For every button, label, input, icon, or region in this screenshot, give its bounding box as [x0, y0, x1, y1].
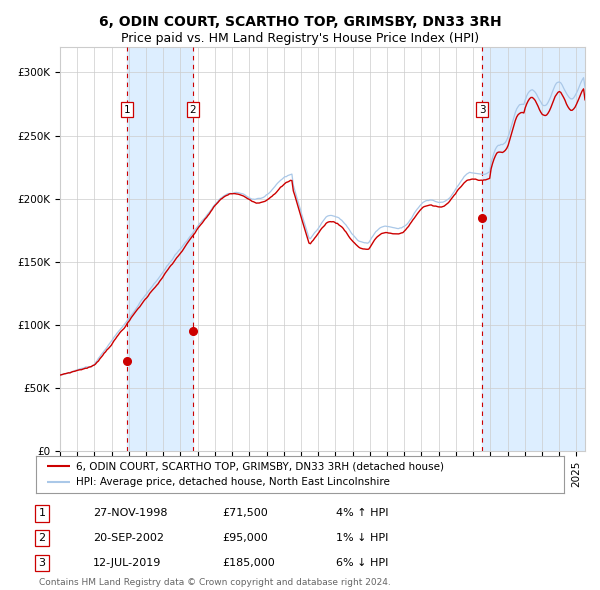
Text: £71,500: £71,500	[222, 509, 268, 519]
Text: 4% ↑ HPI: 4% ↑ HPI	[336, 509, 389, 519]
Text: 27-NOV-1998: 27-NOV-1998	[93, 509, 167, 519]
Text: 6% ↓ HPI: 6% ↓ HPI	[336, 558, 388, 568]
Bar	[127, 47, 193, 451]
Text: 6, ODIN COURT, SCARTHO TOP, GRIMSBY, DN33 3RH: 6, ODIN COURT, SCARTHO TOP, GRIMSBY, DN3…	[98, 15, 502, 29]
Text: 12-JUL-2019: 12-JUL-2019	[93, 558, 161, 568]
Text: 20-SEP-2002: 20-SEP-2002	[93, 533, 164, 543]
Text: 3: 3	[38, 558, 46, 568]
Text: 1: 1	[38, 509, 46, 519]
Text: HPI: Average price, detached house, North East Lincolnshire: HPI: Average price, detached house, Nort…	[76, 477, 389, 487]
Text: 1% ↓ HPI: 1% ↓ HPI	[336, 533, 388, 543]
Text: £185,000: £185,000	[222, 558, 275, 568]
Text: Contains HM Land Registry data © Crown copyright and database right 2024.: Contains HM Land Registry data © Crown c…	[39, 578, 391, 587]
Text: 2: 2	[190, 105, 196, 115]
Bar	[482, 47, 585, 451]
Text: £95,000: £95,000	[222, 533, 268, 543]
Text: Price paid vs. HM Land Registry's House Price Index (HPI): Price paid vs. HM Land Registry's House …	[121, 32, 479, 45]
Text: 3: 3	[479, 105, 485, 115]
Text: 2: 2	[38, 533, 46, 543]
Text: 6, ODIN COURT, SCARTHO TOP, GRIMSBY, DN33 3RH (detached house): 6, ODIN COURT, SCARTHO TOP, GRIMSBY, DN3…	[76, 461, 443, 471]
Text: 1: 1	[124, 105, 130, 115]
